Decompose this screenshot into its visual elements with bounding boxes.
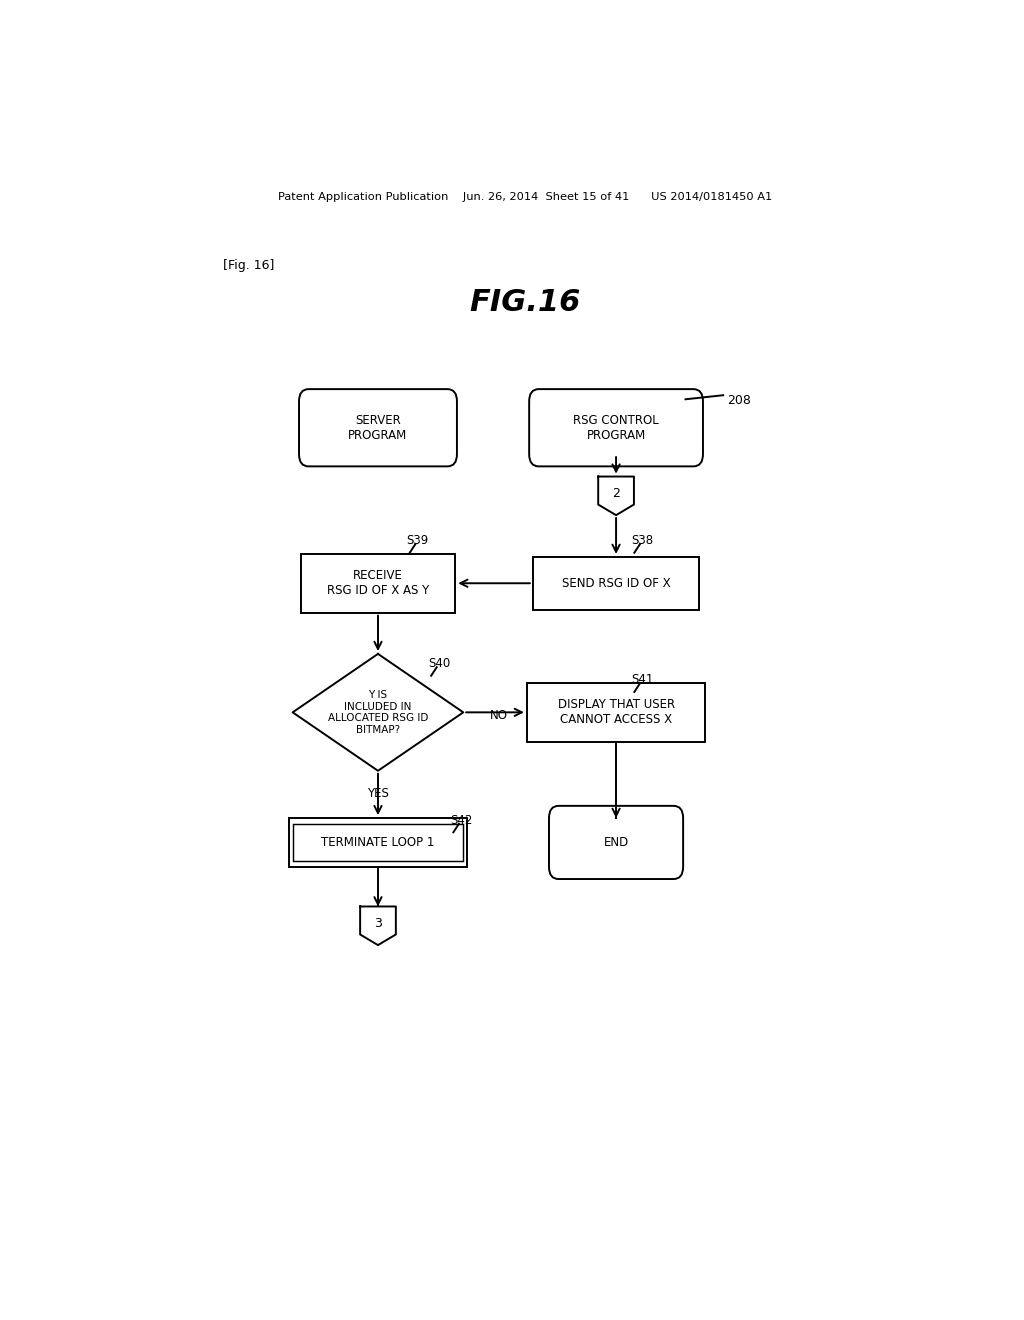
- Text: S38: S38: [631, 535, 653, 546]
- Text: S39: S39: [407, 535, 429, 546]
- Polygon shape: [293, 653, 463, 771]
- Text: RSG CONTROL
PROGRAM: RSG CONTROL PROGRAM: [573, 413, 658, 442]
- Text: S42: S42: [451, 813, 472, 826]
- Text: S40: S40: [428, 657, 451, 671]
- Bar: [289, 818, 467, 867]
- FancyBboxPatch shape: [549, 805, 683, 879]
- Bar: [532, 557, 699, 610]
- Text: YES: YES: [367, 787, 389, 800]
- Text: SEND RSG ID OF X: SEND RSG ID OF X: [562, 577, 671, 590]
- Text: 208: 208: [727, 393, 751, 407]
- Bar: [301, 554, 456, 612]
- Text: Patent Application Publication    Jun. 26, 2014  Sheet 15 of 41      US 2014/018: Patent Application Publication Jun. 26, …: [278, 191, 772, 202]
- Polygon shape: [598, 477, 634, 515]
- Text: NO: NO: [489, 709, 508, 722]
- Text: SERVER
PROGRAM: SERVER PROGRAM: [348, 413, 408, 442]
- Text: 2: 2: [612, 487, 620, 500]
- Bar: [526, 682, 706, 742]
- FancyBboxPatch shape: [299, 389, 457, 466]
- Text: END: END: [603, 836, 629, 849]
- Text: S41: S41: [631, 673, 653, 686]
- Text: RECEIVE
RSG ID OF X AS Y: RECEIVE RSG ID OF X AS Y: [327, 569, 429, 597]
- Text: DISPLAY THAT USER
CANNOT ACCESS X: DISPLAY THAT USER CANNOT ACCESS X: [557, 698, 675, 726]
- Polygon shape: [360, 907, 396, 945]
- FancyBboxPatch shape: [529, 389, 702, 466]
- Text: 3: 3: [374, 917, 382, 931]
- Text: FIG.16: FIG.16: [469, 288, 581, 317]
- Bar: [294, 824, 463, 861]
- Text: [Fig. 16]: [Fig. 16]: [223, 259, 274, 272]
- Text: Y IS
INCLUDED IN
ALLOCATED RSG ID
BITMAP?: Y IS INCLUDED IN ALLOCATED RSG ID BITMAP…: [328, 690, 428, 735]
- Text: TERMINATE LOOP 1: TERMINATE LOOP 1: [322, 836, 434, 849]
